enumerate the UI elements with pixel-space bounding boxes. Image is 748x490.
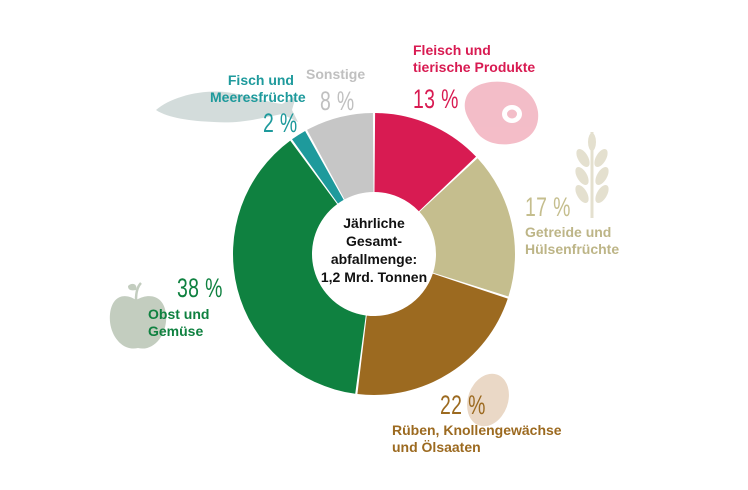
label-fisch: Fisch und Meeresfrüchte: [210, 72, 306, 106]
pct-rueben: 22 %: [440, 390, 486, 420]
slice-sonstige: [307, 113, 374, 200]
label-rueben: Rüben, Knollengewächse und Ölsaaten: [392, 422, 562, 456]
label-fisch-line-2: Meeresfrüchte: [210, 89, 306, 105]
label-fisch-line-1: Fisch und: [227, 72, 294, 88]
slice-fisch: [292, 130, 344, 204]
meat-icon: [464, 81, 539, 145]
pct-fleisch: 13 %: [413, 84, 459, 114]
center-line-1: Jährliche: [343, 215, 405, 231]
slice-getreide: [419, 158, 515, 297]
label-obst-line-1: Obst und: [148, 306, 210, 322]
label-fleisch-line-2: tierische Produkte: [413, 59, 536, 75]
slice-fleisch: [374, 113, 477, 212]
center-line-3: abfallmenge:: [330, 251, 418, 267]
label-fleisch: Fleisch und tierische Produkte: [413, 42, 535, 76]
center-line-4: 1,2 Mrd. Tonnen: [320, 269, 428, 285]
pct-getreide: 17 %: [525, 192, 571, 222]
slice-obst: [233, 140, 366, 394]
wheat-icon: [575, 132, 609, 218]
pct-sonstige: 8 %: [320, 86, 355, 116]
label-getreide: Getreide und Hülsenfrüchte: [525, 224, 619, 258]
label-sonstige-line-1: Sonstige: [306, 66, 366, 82]
label-rueben-line-1: Rüben, Knollengewächse: [392, 422, 562, 438]
potato-icon: [467, 373, 509, 427]
label-fleisch-line-1: Fleisch und: [413, 42, 491, 58]
fish-icon: [156, 91, 298, 123]
label-obst: Obst und Gemüse: [148, 306, 209, 340]
label-getreide-line-2: Hülsenfrüchte: [525, 241, 620, 257]
label-sonstige: Sonstige: [306, 66, 365, 83]
slice-rueben: [357, 273, 508, 395]
pct-obst: 38 %: [177, 273, 223, 303]
center-label: Jährliche Gesamt- abfallmenge: 1,2 Mrd. …: [306, 214, 442, 286]
label-obst-line-2: Gemüse: [148, 323, 204, 339]
center-line-2: Gesamt-: [345, 233, 403, 249]
pct-fisch: 2 %: [263, 108, 298, 138]
label-getreide-line-1: Getreide und: [525, 224, 612, 240]
label-rueben-line-2: und Ölsaaten: [392, 439, 481, 455]
apple-icon: [109, 282, 167, 349]
